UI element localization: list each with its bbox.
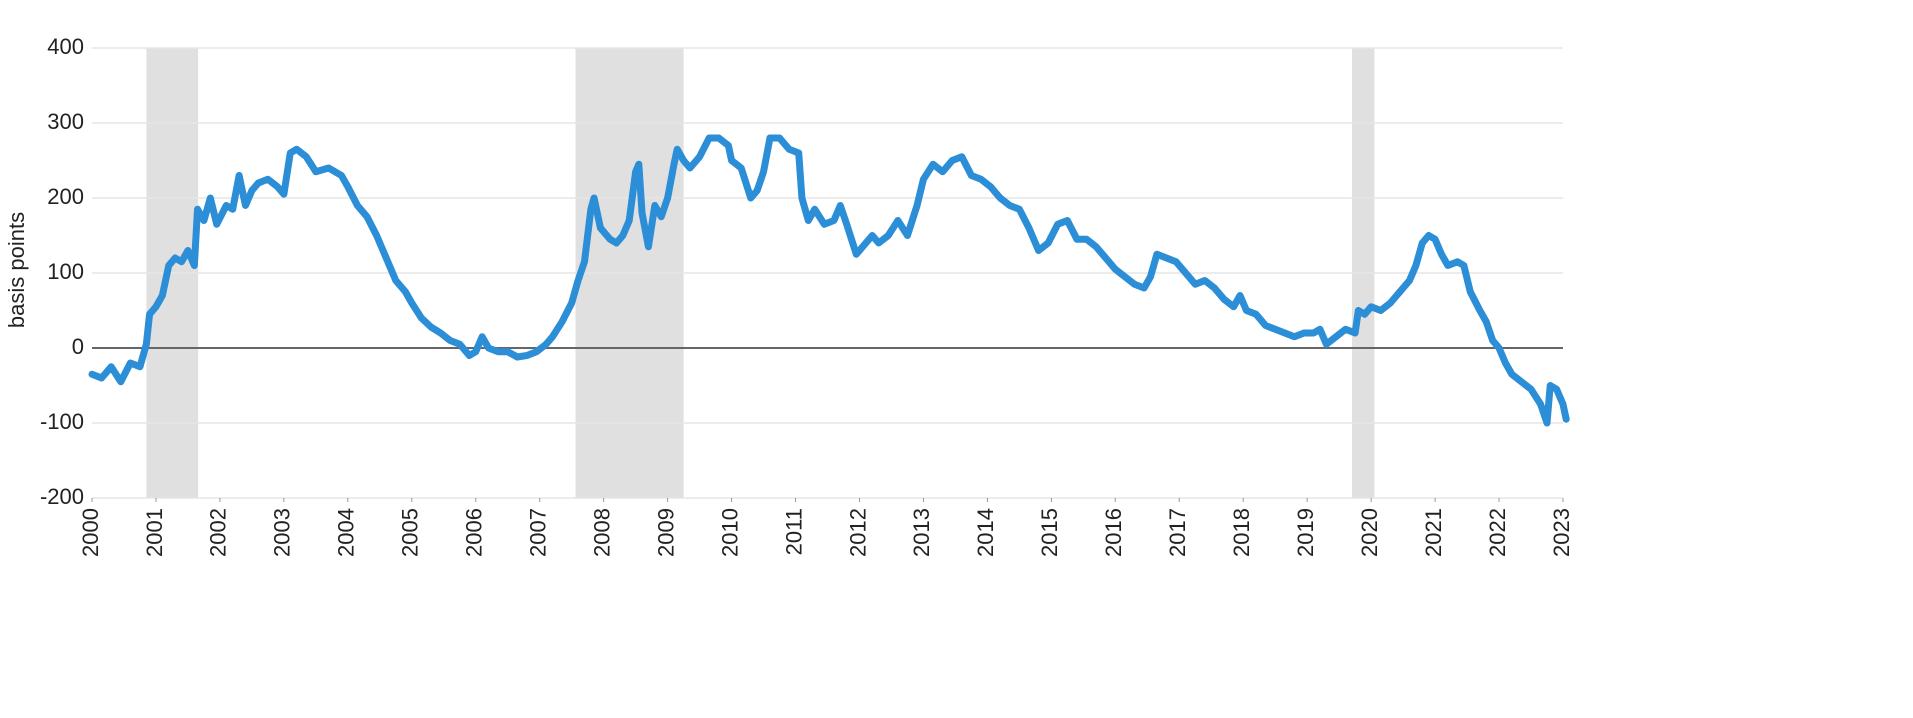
- x-tick-label: 2019: [1293, 508, 1318, 557]
- x-tick-label: 2015: [1037, 508, 1062, 557]
- x-tick-label: 2021: [1421, 508, 1446, 557]
- x-tick-label: 2006: [462, 508, 487, 557]
- y-tick-label: 100: [47, 259, 84, 284]
- x-tick-label: 2010: [717, 508, 742, 557]
- data-line: [88, 134, 1570, 427]
- y-axis-label: basis points: [4, 212, 29, 328]
- y-tick-label: -200: [40, 484, 84, 509]
- x-tick-label: 2016: [1101, 508, 1126, 557]
- x-tick-label: 2003: [270, 508, 295, 557]
- x-tick-label: 2012: [845, 508, 870, 557]
- x-tick-label: 2009: [653, 508, 678, 557]
- y-tick-label: 300: [47, 109, 84, 134]
- y-tick-label: 200: [47, 184, 84, 209]
- x-tick-label: 2011: [781, 508, 806, 555]
- x-tick-label: 2007: [526, 508, 551, 557]
- x-tick-label: 2014: [973, 508, 998, 557]
- x-tick-label: 2022: [1485, 508, 1510, 557]
- x-tick-label: 2004: [334, 508, 359, 557]
- x-tick-label: 2018: [1229, 508, 1254, 557]
- x-tick-label: 2002: [206, 508, 231, 557]
- x-tick-label: 2005: [398, 508, 423, 557]
- x-tick-label: 2023: [1549, 508, 1574, 557]
- x-tick-label: 2013: [909, 508, 934, 557]
- x-tick-label: 2000: [78, 508, 103, 557]
- y-tick-label: -100: [40, 409, 84, 434]
- x-tick-label: 2020: [1357, 508, 1382, 557]
- x-tick-label: 2008: [589, 508, 614, 557]
- x-tick-label: 2017: [1165, 508, 1190, 557]
- y-tick-label: 400: [47, 34, 84, 59]
- y-tick-label: 0: [72, 334, 84, 359]
- x-tick-label: 2001: [142, 508, 167, 557]
